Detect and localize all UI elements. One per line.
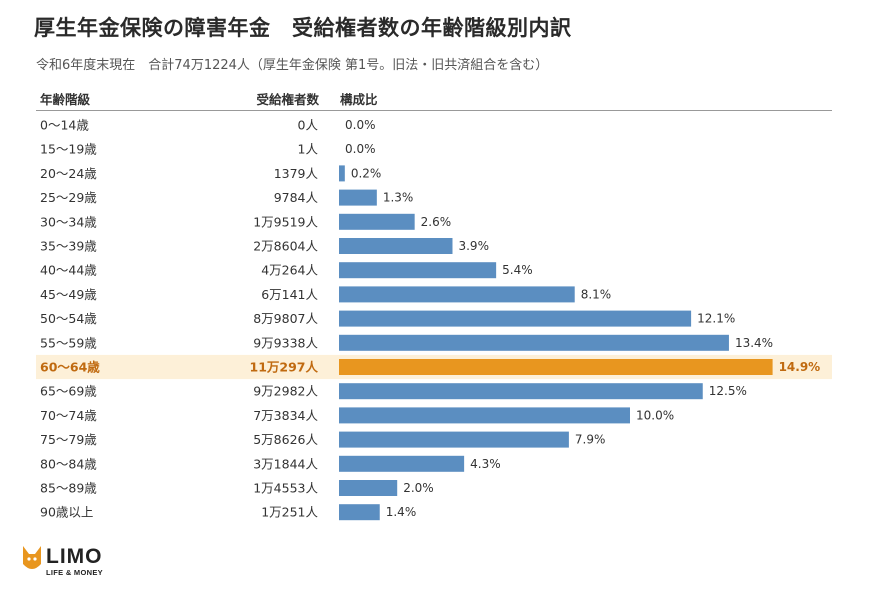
count-label: 1万4553人 <box>253 481 318 496</box>
count-label: 1万251人 <box>261 505 318 520</box>
value-label: 0.0% <box>345 142 376 156</box>
count-label: 1379人 <box>274 166 319 181</box>
value-label: 12.5% <box>709 384 747 398</box>
bar <box>339 189 377 206</box>
count-label: 8万9807人 <box>253 311 318 326</box>
count-label: 9万9338人 <box>253 335 318 350</box>
age-label: 90歳以上 <box>40 505 93 520</box>
bar <box>339 310 692 327</box>
count-label: 3万1844人 <box>253 456 318 471</box>
count-label: 7万3834人 <box>253 408 318 423</box>
bar <box>339 431 569 448</box>
value-label: 5.4% <box>502 263 533 277</box>
header-count: 受給権者数 <box>256 92 319 107</box>
age-label: 85〜89歳 <box>40 481 97 496</box>
count-label: 2万8604人 <box>253 239 318 254</box>
bar <box>339 286 575 303</box>
bar <box>339 262 497 279</box>
value-label: 10.0% <box>636 408 674 422</box>
bar <box>339 504 380 521</box>
value-label: 0.0% <box>345 118 376 132</box>
age-label: 60〜64歳 <box>40 360 100 375</box>
value-label: 3.9% <box>458 239 489 253</box>
bar <box>339 359 773 375</box>
chart-subtitle: 令和6年度末現在 合計74万1224人（厚生年金保険 第1号。旧法・旧共済組合を… <box>36 58 549 73</box>
count-label: 9784人 <box>274 190 319 205</box>
age-label: 70〜74歳 <box>40 408 97 423</box>
bar <box>339 165 345 182</box>
value-label: 1.3% <box>383 191 414 205</box>
age-label: 30〜34歳 <box>40 214 97 229</box>
value-label: 2.6% <box>421 215 452 229</box>
header-rule <box>36 110 832 111</box>
count-label: 11万297人 <box>250 360 319 375</box>
age-label: 55〜59歳 <box>40 335 97 350</box>
count-label: 0人 <box>298 118 319 133</box>
age-label: 75〜79歳 <box>40 432 97 447</box>
age-label: 80〜84歳 <box>40 456 97 471</box>
count-label: 1人 <box>298 142 319 157</box>
value-label: 2.0% <box>403 481 434 495</box>
chart-title: 厚生年金保険の障害年金 受給権者数の年齢階級別内訳 <box>34 16 572 40</box>
age-label: 65〜69歳 <box>40 384 97 399</box>
bar <box>339 480 398 496</box>
value-label: 4.3% <box>470 457 501 471</box>
bar <box>339 383 703 400</box>
header-ratio: 構成比 <box>340 92 378 107</box>
age-label: 0〜14歳 <box>40 118 89 133</box>
count-label: 1万9519人 <box>253 214 318 229</box>
age-label: 50〜54歳 <box>40 311 97 326</box>
bar <box>339 334 729 351</box>
age-label: 25〜29歳 <box>40 190 97 205</box>
value-label: 13.4% <box>735 336 773 350</box>
value-label: 8.1% <box>581 287 612 301</box>
value-label: 1.4% <box>386 505 417 519</box>
age-label: 40〜44歳 <box>40 263 97 278</box>
count-label: 5万8626人 <box>253 432 318 447</box>
fox-logo-icon <box>23 546 41 569</box>
count-label: 4万264人 <box>261 263 318 278</box>
bar <box>339 407 630 424</box>
value-label: 7.9% <box>575 433 606 447</box>
bar <box>339 455 465 472</box>
header-age: 年齢階級 <box>40 92 91 107</box>
logo-tagline: LIFE & MONEY <box>46 568 103 577</box>
count-label: 9万2982人 <box>253 384 318 399</box>
value-label: 14.9% <box>779 360 821 374</box>
age-label: 20〜24歳 <box>40 166 97 181</box>
age-label: 35〜39歳 <box>40 239 97 254</box>
limo-logo: LIMO LIFE & MONEY <box>20 544 130 580</box>
age-label: 45〜49歳 <box>40 287 97 302</box>
logo-wordmark: LIMO <box>46 545 103 568</box>
count-label: 6万141人 <box>261 287 318 302</box>
bar <box>339 238 453 254</box>
bar <box>339 213 415 230</box>
age-label: 15〜19歳 <box>40 142 97 157</box>
value-label: 12.1% <box>697 312 735 326</box>
value-label: 0.2% <box>351 166 382 180</box>
